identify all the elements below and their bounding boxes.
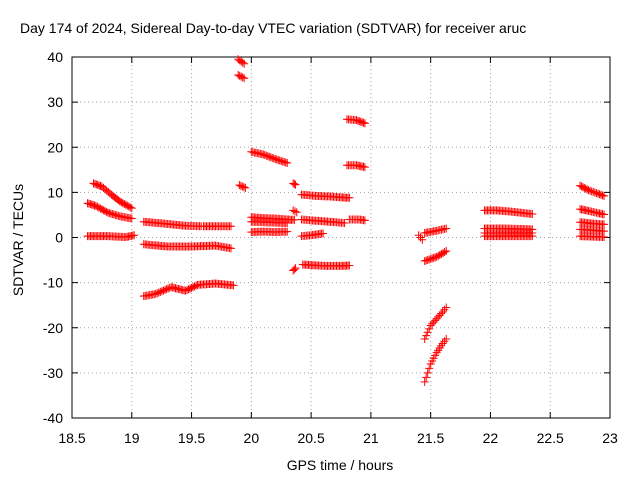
data-point	[238, 58, 247, 67]
data-point	[437, 309, 446, 318]
data-point	[290, 207, 299, 216]
data-point	[432, 252, 441, 261]
data-point	[130, 231, 139, 240]
data-point	[586, 186, 595, 195]
data-point	[418, 235, 427, 244]
data-point	[291, 264, 300, 273]
data-point	[283, 227, 292, 236]
data-point	[289, 206, 298, 215]
y-tick-label: -40	[43, 410, 63, 426]
data-point	[440, 248, 449, 257]
data-point	[442, 247, 451, 256]
x-tick-label: 18.5	[58, 430, 85, 446]
data-point	[600, 220, 609, 229]
x-tick-label: 22	[483, 430, 499, 446]
data-point	[600, 210, 609, 219]
data-point	[127, 204, 136, 213]
data-point	[420, 377, 429, 386]
data-point	[587, 187, 596, 196]
y-axis-label: SDTVAR / TECUs	[10, 183, 26, 297]
data-point	[238, 73, 247, 82]
x-tick-label: 20.5	[297, 430, 324, 446]
data-point	[598, 191, 607, 200]
data-point	[600, 191, 609, 200]
data-point	[442, 335, 451, 344]
x-tick-label: 23	[602, 430, 618, 446]
data-point	[435, 250, 444, 259]
y-tick-label: 20	[47, 139, 63, 155]
data-point	[423, 328, 432, 337]
data-point	[528, 210, 537, 219]
data-point	[423, 368, 432, 377]
data-point	[229, 281, 238, 290]
data-point	[359, 118, 368, 127]
data-point	[340, 219, 349, 228]
data-point	[290, 265, 299, 274]
data-point	[227, 222, 236, 231]
y-tick-label: 0	[55, 230, 63, 246]
data-point	[439, 248, 448, 257]
y-tick-label: 40	[47, 49, 63, 65]
y-tick-label: 30	[47, 94, 63, 110]
data-point	[422, 331, 431, 340]
data-point	[416, 233, 425, 242]
x-axis-label: GPS time / hours	[286, 457, 394, 473]
x-tick-label: 21	[363, 430, 379, 446]
data-point	[127, 214, 136, 223]
data-point	[283, 159, 292, 168]
data-point	[281, 158, 290, 167]
data-point	[600, 233, 609, 242]
data-point	[291, 180, 300, 189]
data-point	[290, 215, 299, 224]
x-tick-label: 20	[244, 430, 260, 446]
data-point	[434, 251, 443, 260]
data-point	[240, 74, 249, 83]
chart-title: Day 174 of 2024, Sidereal Day-to-day VTE…	[20, 20, 527, 36]
data-point	[425, 364, 434, 373]
data-point	[528, 232, 537, 241]
data-point	[360, 216, 369, 225]
x-tick-label: 21.5	[417, 430, 444, 446]
data-point	[227, 244, 236, 253]
data-point	[422, 373, 431, 382]
data-point	[420, 335, 429, 344]
data-point	[442, 224, 451, 233]
data-point	[319, 229, 328, 238]
x-tick-label: 19.5	[178, 430, 205, 446]
data-point	[241, 183, 250, 192]
y-tick-label: -30	[43, 365, 63, 381]
data-point	[442, 303, 451, 312]
data-point	[345, 193, 354, 202]
data-point	[345, 261, 354, 270]
data-point	[126, 203, 135, 212]
data-point	[414, 231, 423, 240]
y-tick-label: -10	[43, 275, 63, 291]
data-point	[360, 119, 369, 128]
data-point	[292, 208, 301, 217]
x-tick-label: 22.5	[537, 430, 564, 446]
data-point	[425, 324, 434, 333]
y-tick-label: 10	[47, 184, 63, 200]
data-point	[240, 59, 249, 68]
data-point	[290, 180, 299, 189]
data-point	[584, 186, 593, 195]
data-point	[360, 163, 369, 172]
y-tick-label: -20	[43, 320, 63, 336]
data-point	[239, 183, 248, 192]
data-point	[437, 249, 446, 258]
data-point	[283, 219, 292, 228]
data-point	[590, 188, 599, 197]
data-point	[589, 187, 598, 196]
x-tick-label: 19	[124, 430, 140, 446]
